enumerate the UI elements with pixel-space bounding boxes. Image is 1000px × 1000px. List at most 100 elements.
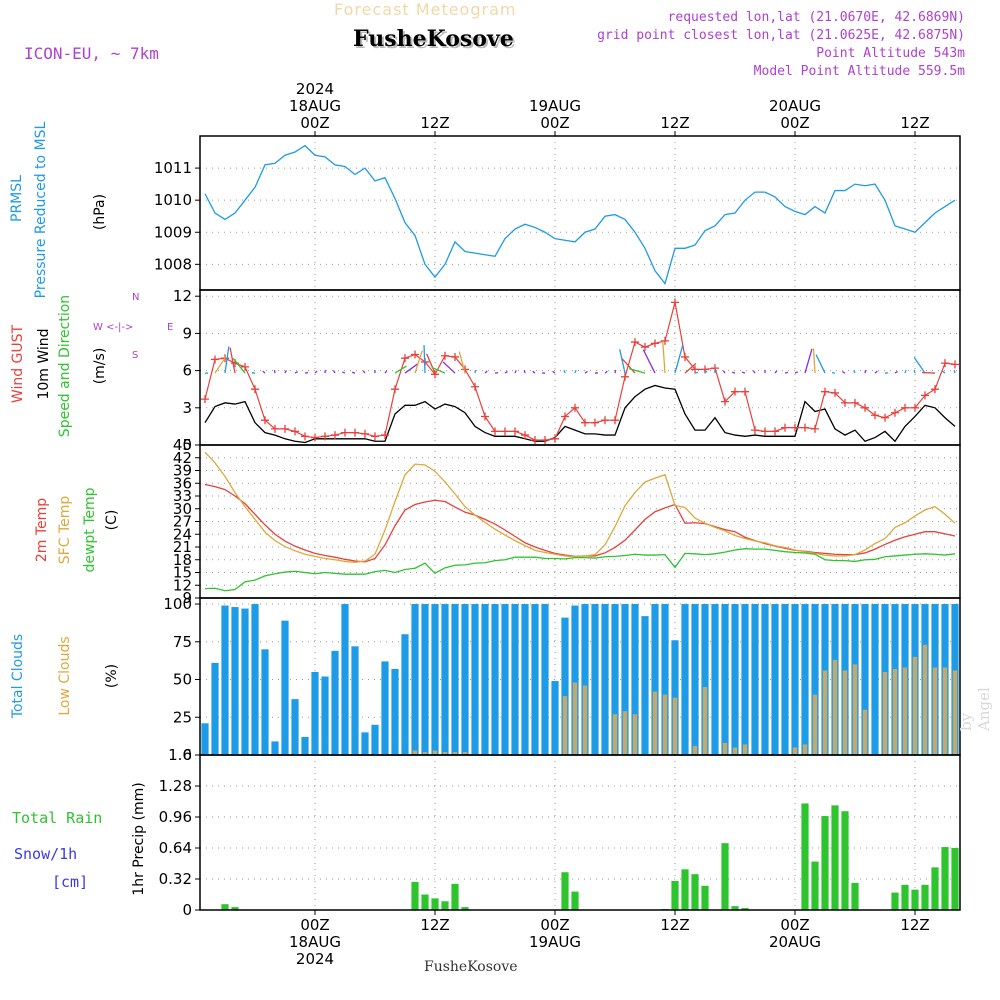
rain-bar (911, 889, 919, 910)
low-cloud-bar (632, 714, 638, 755)
y-tick-label: 33 (173, 487, 192, 505)
time-label-bottom: 12Z (420, 916, 449, 934)
gust-marker (781, 423, 789, 432)
wind-gust-line (204, 302, 956, 441)
time-label-top: 12Z (660, 114, 689, 132)
wind-direction-arrow (232, 357, 246, 374)
wind-direction-arrow (662, 340, 666, 374)
gust-marker (721, 397, 729, 406)
y-tick-label: 0 (182, 436, 192, 454)
wind-direction-arrow (741, 371, 746, 374)
rain-bar (411, 881, 419, 910)
gust-marker (441, 351, 449, 360)
chart-title: FusheKosove (353, 26, 514, 52)
time-label-bottom: 20AUG (769, 933, 821, 951)
gust-marker (941, 359, 949, 368)
low-cloud-bar (432, 750, 438, 755)
total-cloud-bar (341, 604, 349, 755)
temp-sfc-label: SFC Temp (57, 495, 73, 565)
low-cloud-bar (852, 664, 858, 755)
panel-frame (199, 289, 961, 446)
y-tick-label: 9 (182, 589, 192, 607)
total-cloud-bar (531, 604, 539, 755)
rain-bar (231, 907, 239, 910)
wind-direction-arrow (362, 370, 366, 374)
total-cloud-bar (361, 732, 369, 755)
gust-marker (871, 411, 879, 420)
temp-2m-label: 2m Temp (34, 497, 50, 563)
wind-direction-arrow (552, 370, 556, 374)
wind-direction-arrow (584, 370, 588, 374)
gust-marker (651, 339, 659, 348)
total-cloud-bar (311, 671, 319, 755)
wind-direction-arrow (619, 349, 626, 374)
gust-marker (381, 431, 389, 440)
low-cloud-bar (882, 671, 888, 755)
total-cloud-bar (761, 604, 769, 755)
total-cloud-bar (771, 604, 779, 755)
low-cloud-bar (582, 685, 588, 755)
total-cloud-bar (551, 681, 559, 755)
total-cloud-bar (571, 605, 579, 755)
requested-coords: requested lon,lat (21.0670E, 42.6869N) (667, 10, 965, 25)
rain-bar (931, 867, 939, 910)
wind-direction-arrow (621, 358, 636, 374)
wind-gust-label: Wind GUST (10, 324, 26, 404)
low-cloud-bar (662, 694, 668, 755)
total-cloud-bar (711, 604, 719, 755)
rain-bar (941, 847, 949, 910)
total-cloud-bar (201, 723, 209, 755)
gust-marker (311, 433, 319, 442)
total-cloud-bar (721, 604, 729, 755)
low-cloud-bar (922, 644, 928, 755)
gust-marker (691, 365, 699, 374)
total-cloud-bar (251, 604, 259, 755)
panel-frame (199, 754, 961, 911)
wind-direction-arrow (913, 356, 926, 374)
total-cloud-bar (601, 604, 609, 755)
wind-direction-arrow (404, 363, 418, 374)
point-altitude: Point Altitude 543m (816, 46, 965, 61)
total-cloud-bar (231, 607, 239, 755)
rain-bar (221, 904, 229, 910)
total-cloud-bar (211, 662, 219, 755)
y-tick-label: 39 (173, 462, 192, 480)
wind-direction-arrow (642, 349, 656, 374)
gust-marker (261, 416, 269, 425)
total-cloud-bar (261, 649, 269, 755)
low-cloud-bar (952, 670, 958, 755)
time-label-bottom: 18AUG (289, 933, 341, 951)
total-cloud-bar (541, 604, 549, 755)
wind-direction-arrow (894, 370, 898, 374)
y-tick-label: 9 (182, 324, 192, 342)
wind-direction-arrow (604, 370, 608, 374)
pressure-line (204, 144, 956, 285)
gust-marker (331, 431, 339, 440)
y-tick-label: 36 (173, 474, 192, 492)
low-cloud-bar (902, 667, 908, 755)
chart-subtitle: Forecast Meteogram (334, 0, 517, 19)
low-cloud-bar (422, 751, 428, 755)
low-cloud-bar (722, 742, 728, 755)
low-cloud-bar (412, 750, 418, 755)
y-tick-label: 42 (173, 449, 192, 467)
gust-marker (841, 398, 849, 407)
y-tick-label: 30 (173, 500, 192, 518)
wind-direction-arrow (414, 350, 423, 374)
gust-marker (501, 427, 509, 436)
y-tick-label: 25 (173, 708, 192, 726)
gust-marker (271, 424, 279, 433)
gust-marker (321, 432, 329, 441)
wind-dir-label: Speed and Direction (57, 294, 73, 438)
wind-direction-arrow (341, 371, 346, 374)
total-cloud-bar (461, 604, 469, 755)
rain-bar (691, 874, 699, 910)
total-cloud-bar (681, 604, 689, 755)
gust-marker (201, 395, 209, 404)
total-cloud-bar (591, 604, 599, 755)
total-cloud-bar (281, 620, 289, 755)
time-label-top: 2024 (296, 80, 334, 98)
gust-marker (541, 436, 549, 445)
total-cloud-bar (631, 604, 639, 755)
gust-marker (731, 387, 739, 396)
